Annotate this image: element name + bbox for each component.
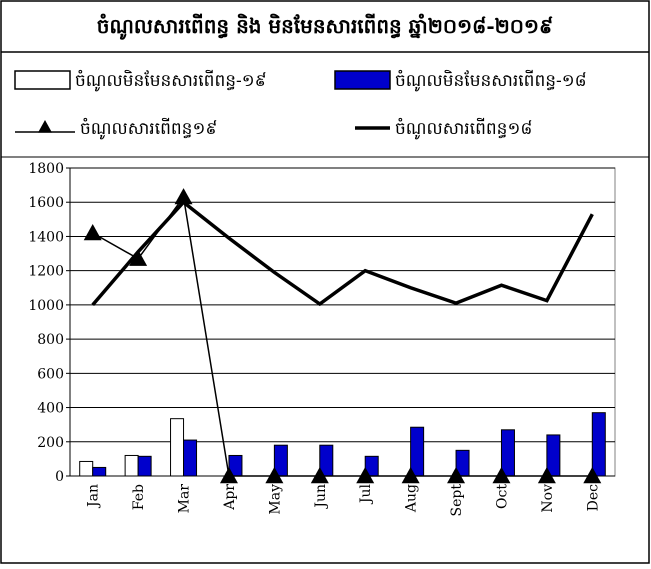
y-tick-label: 1600 <box>28 195 64 211</box>
legend-label: ចំណូលមិនមែនសារពើពន្ធ-១៨ <box>395 69 587 92</box>
legend-label: ចំណូលសារពើពន្ធ១៨ <box>395 117 532 140</box>
legend-marker <box>38 120 52 133</box>
line-marker <box>583 467 602 484</box>
line <box>91 199 594 307</box>
bar <box>170 418 185 477</box>
x-tick-label: Nov <box>540 484 556 513</box>
line <box>92 195 593 477</box>
y-tick-label: 1400 <box>28 229 64 245</box>
bar <box>183 439 198 477</box>
y-tick-label: 200 <box>37 435 64 451</box>
x-tick-label: Sept <box>449 484 465 517</box>
x-tick-label: Feb <box>131 484 147 510</box>
line-marker <box>310 467 329 484</box>
line-marker <box>83 224 102 241</box>
y-tick-label: 800 <box>37 332 64 348</box>
y-tick-label: 1200 <box>28 264 64 280</box>
bar <box>79 460 94 477</box>
x-tick-label: Oct <box>494 484 510 509</box>
chart-title: ចំណូលសារពើពន្ធ និង មិនមែនសារពើពន្ធ ឆ្នាំ… <box>97 13 553 40</box>
x-tick-label: Mar <box>177 484 193 514</box>
y-tick-label: 0 <box>55 469 64 485</box>
line-marker <box>265 467 284 484</box>
x-tick-label: Jul <box>358 483 374 505</box>
x-tick-label: Jun <box>313 484 329 510</box>
bar <box>546 434 561 477</box>
legend-label: ចំណូលមិនមែនសារពើពន្ធ-១៩ <box>75 69 267 92</box>
x-tick-label: Jan <box>86 484 102 509</box>
y-tick-label: 400 <box>37 401 64 417</box>
line-marker <box>447 467 466 484</box>
bar <box>591 412 606 477</box>
legend-swatch <box>334 70 391 90</box>
line-marker <box>174 188 193 205</box>
line-marker <box>401 467 420 484</box>
y-tick-label: 1800 <box>28 161 64 177</box>
legend-label: ចំណូលសារពើពន្ធ១៩ <box>80 117 217 140</box>
line-marker <box>129 249 148 266</box>
line-marker <box>492 467 511 484</box>
x-tick-label: Aug <box>404 484 420 513</box>
bar <box>92 466 107 477</box>
y-tick-label: 600 <box>37 366 64 382</box>
bar <box>137 455 152 477</box>
x-tick-label: Dec <box>585 484 601 512</box>
bar <box>500 429 515 477</box>
legend-swatch <box>14 70 71 90</box>
bar <box>124 454 139 477</box>
x-tick-label: May <box>267 484 283 515</box>
y-tick-label: 1000 <box>28 298 64 314</box>
bar <box>410 426 425 477</box>
x-tick-label: Apr <box>222 484 238 511</box>
line-marker <box>356 467 375 484</box>
line-marker <box>537 467 556 484</box>
line-marker <box>219 467 238 484</box>
